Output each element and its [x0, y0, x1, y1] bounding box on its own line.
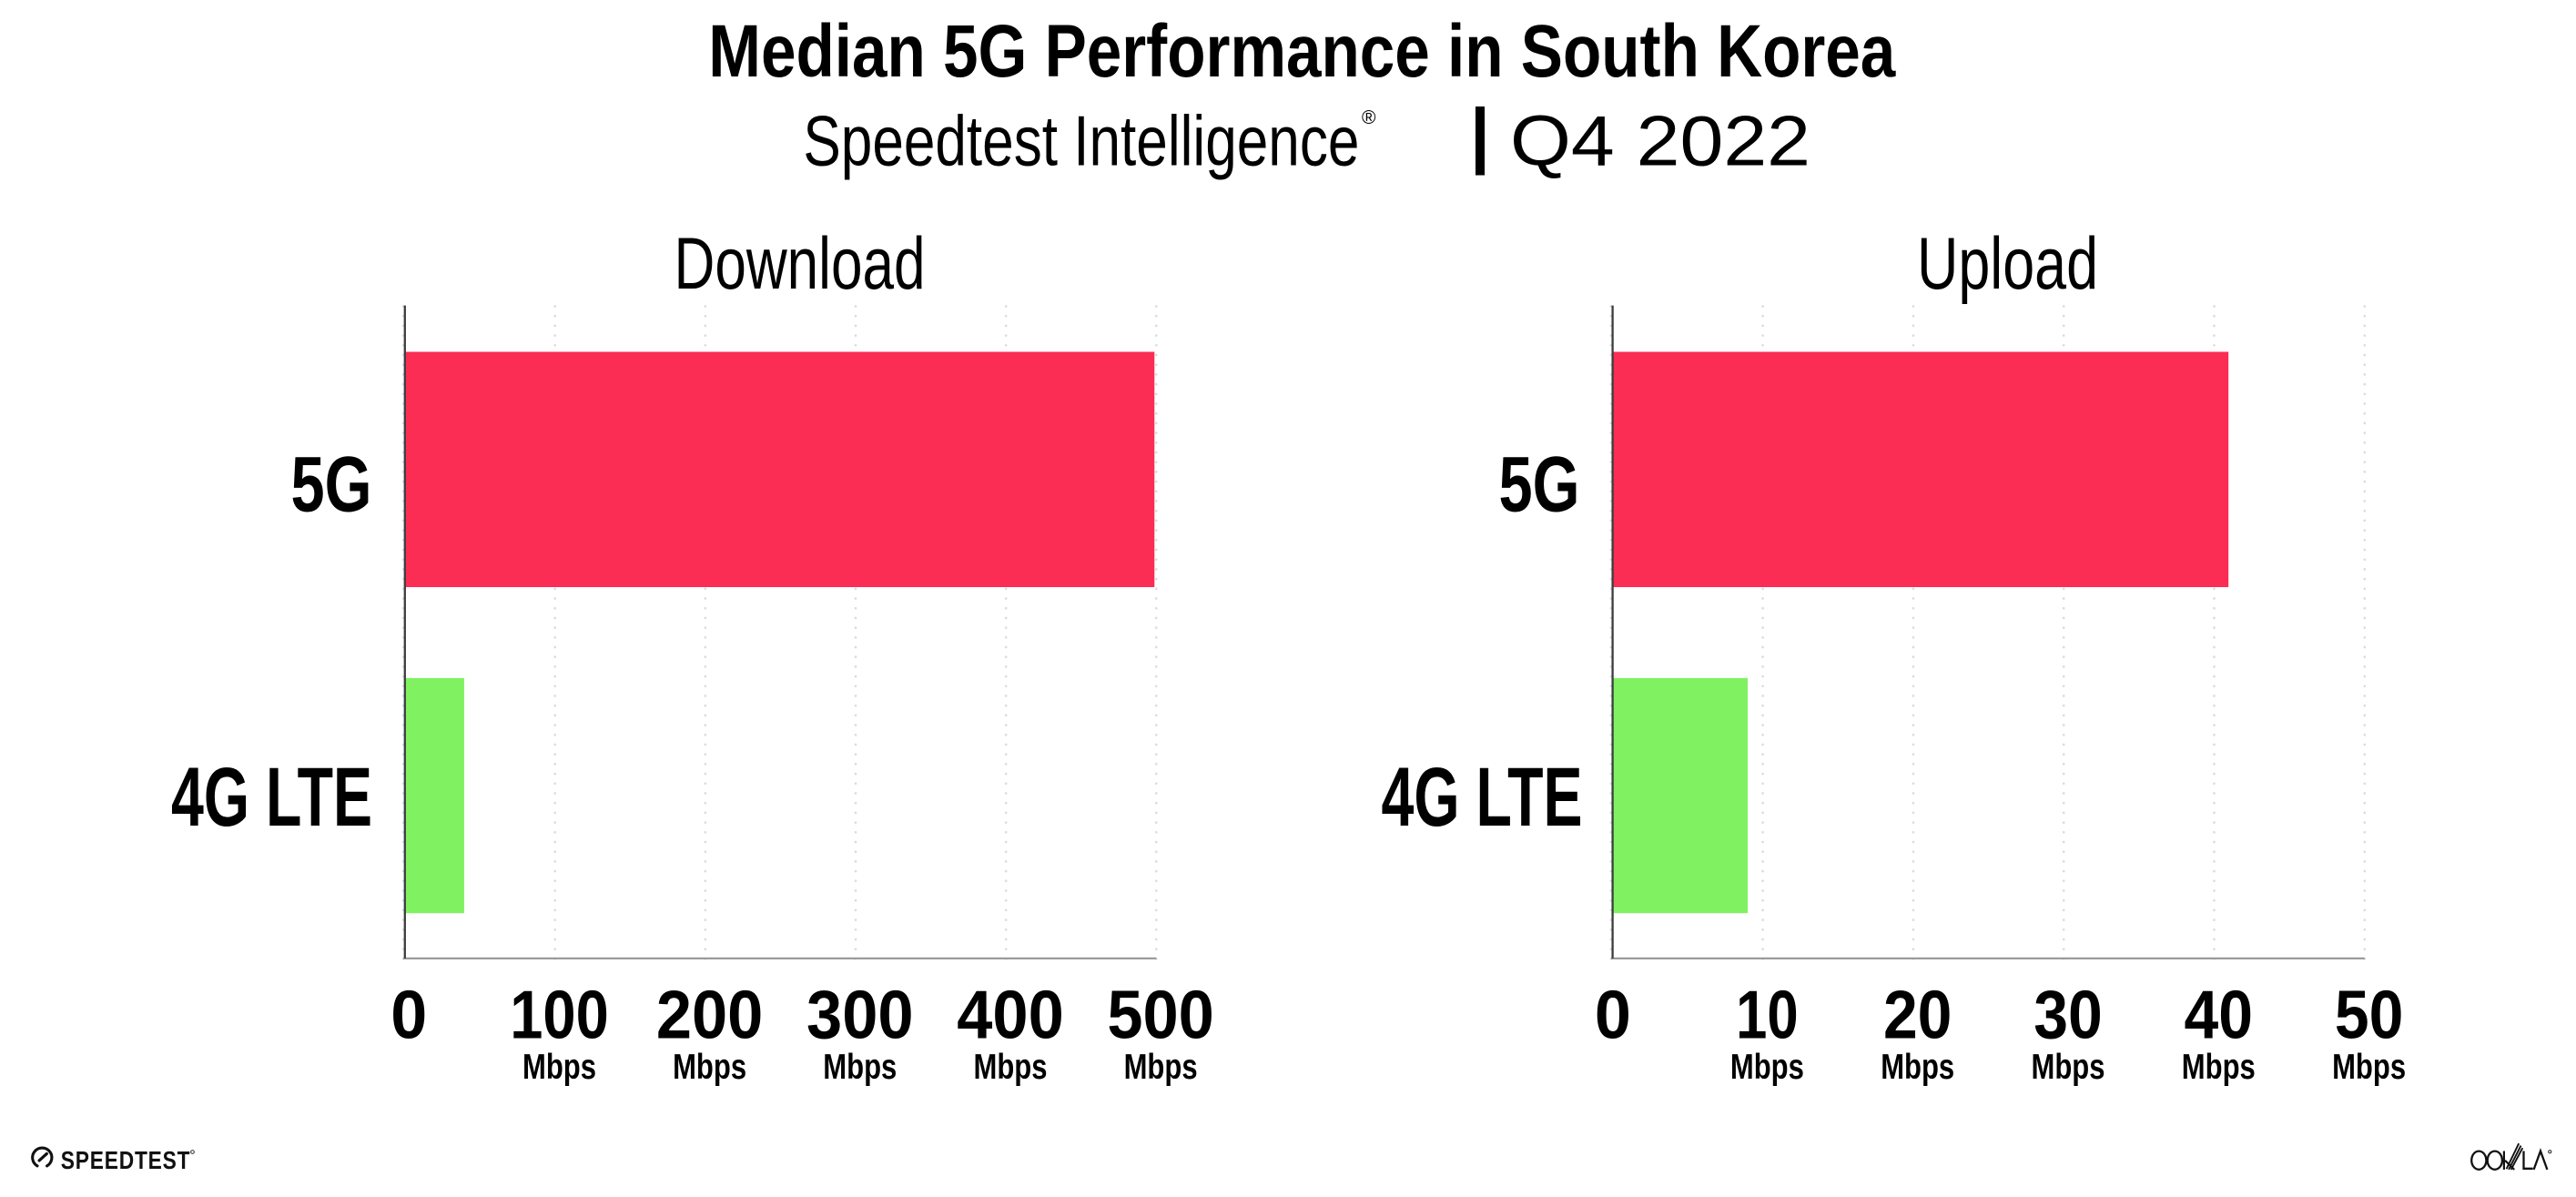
svg-text:Upload: Upload	[1917, 223, 2098, 305]
svg-text:Q4 2022: Q4 2022	[1510, 100, 1810, 180]
svg-text:300: 300	[806, 977, 914, 1053]
svg-text:Mbps: Mbps	[1124, 1048, 1198, 1087]
svg-text:100: 100	[510, 977, 609, 1053]
svg-text:50: 50	[2335, 977, 2404, 1053]
svg-text:20: 20	[1883, 977, 1952, 1053]
svg-text:Mbps: Mbps	[1730, 1048, 1804, 1087]
svg-text:Mbps: Mbps	[1881, 1048, 1954, 1087]
svg-text:400: 400	[957, 977, 1064, 1053]
svg-text:0: 0	[390, 977, 427, 1053]
svg-text:4G LTE: 4G LTE	[171, 751, 372, 844]
svg-text:Median 5G Performance in South: Median 5G Performance in South Korea	[708, 10, 1896, 93]
svg-text:Mbps: Mbps	[2332, 1048, 2406, 1087]
svg-text:40: 40	[2185, 977, 2254, 1053]
svg-text:Mbps: Mbps	[2182, 1048, 2256, 1087]
svg-text:500: 500	[1107, 977, 1214, 1053]
svg-text:Mbps: Mbps	[522, 1048, 596, 1087]
svg-text:30: 30	[2033, 977, 2103, 1053]
svg-text:Speedtest Intelligence: Speedtest Intelligence	[803, 100, 1359, 180]
svg-text:Mbps: Mbps	[823, 1048, 897, 1087]
svg-text:SPEEDTEST: SPEEDTEST	[61, 1146, 191, 1174]
svg-text:5G: 5G	[1499, 441, 1580, 529]
svg-text:4G LTE: 4G LTE	[1382, 751, 1583, 844]
svg-text:®: ®	[1362, 107, 1376, 128]
svg-text:Mbps: Mbps	[673, 1048, 746, 1087]
svg-text:200: 200	[656, 977, 764, 1053]
svg-text:Mbps: Mbps	[974, 1048, 1048, 1087]
svg-text:10: 10	[1736, 977, 1799, 1053]
svg-text:Download: Download	[674, 223, 926, 305]
svg-text:5G: 5G	[291, 441, 372, 529]
svg-text:Mbps: Mbps	[2032, 1048, 2105, 1087]
svg-text:0: 0	[1595, 977, 1631, 1053]
